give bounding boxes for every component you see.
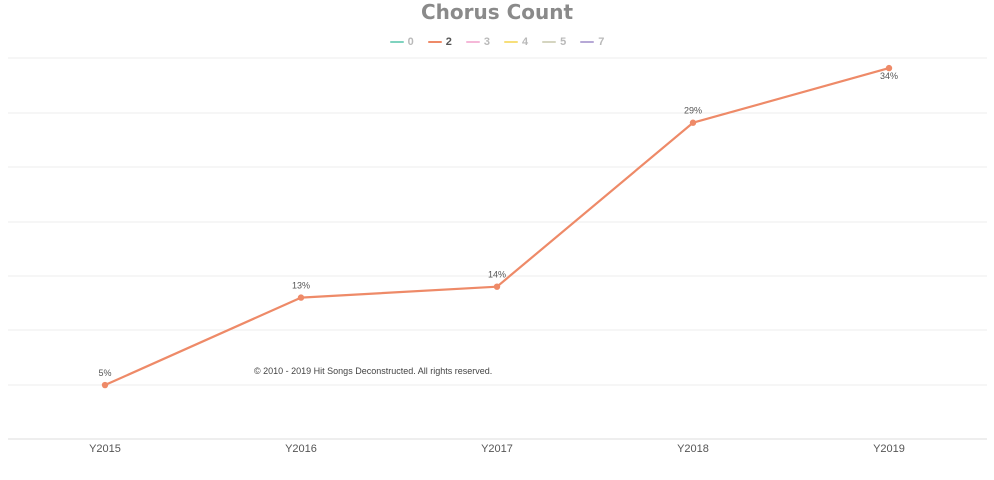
legend-label: 5 bbox=[560, 36, 567, 48]
data-point bbox=[689, 119, 697, 126]
legend-item-7[interactable]: 7 bbox=[580, 34, 604, 50]
x-tick-label: Y2018 bbox=[677, 443, 709, 455]
data-label: 34% bbox=[880, 71, 898, 81]
legend-swatch bbox=[427, 41, 442, 43]
legend-label: 3 bbox=[483, 36, 490, 48]
legend-swatch bbox=[542, 41, 557, 43]
x-tick-label: Y2017 bbox=[481, 443, 513, 455]
x-tick-label: Y2019 bbox=[873, 443, 905, 455]
data-point bbox=[885, 64, 893, 72]
chart-title: Chorus Count bbox=[420, 0, 574, 24]
legend-label: 4 bbox=[522, 36, 529, 48]
legend-item-2[interactable]: 2 bbox=[427, 34, 452, 50]
chart-legend: 0 2 3 4 5 7 bbox=[0, 34, 994, 50]
legend-label: 0 bbox=[407, 36, 414, 48]
data-point bbox=[101, 381, 109, 389]
data-label: 5% bbox=[98, 368, 111, 378]
data-point bbox=[493, 283, 501, 290]
legend-swatch bbox=[504, 41, 518, 43]
series-line-2 bbox=[104, 67, 890, 387]
x-tick-label: Y2016 bbox=[285, 443, 317, 455]
x-tick-label: Y2015 bbox=[89, 443, 121, 455]
legend-swatch bbox=[389, 41, 404, 43]
legend-label: 7 bbox=[598, 36, 605, 48]
data-label: 29% bbox=[684, 106, 702, 116]
legend-swatch bbox=[465, 41, 480, 43]
copyright-watermark: © 2010 - 2019 Hit Songs Deconstructed. A… bbox=[254, 366, 493, 376]
data-point bbox=[297, 294, 305, 301]
legend-item-3[interactable]: 3 bbox=[465, 34, 490, 50]
legend-item-4[interactable]: 4 bbox=[504, 34, 528, 50]
data-label: 13% bbox=[292, 281, 310, 291]
legend-item-0[interactable]: 0 bbox=[389, 34, 414, 50]
legend-item-5[interactable]: 5 bbox=[542, 34, 566, 50]
legend-swatch bbox=[580, 41, 595, 43]
legend-label: 2 bbox=[445, 36, 452, 48]
data-label: 14% bbox=[488, 270, 506, 280]
